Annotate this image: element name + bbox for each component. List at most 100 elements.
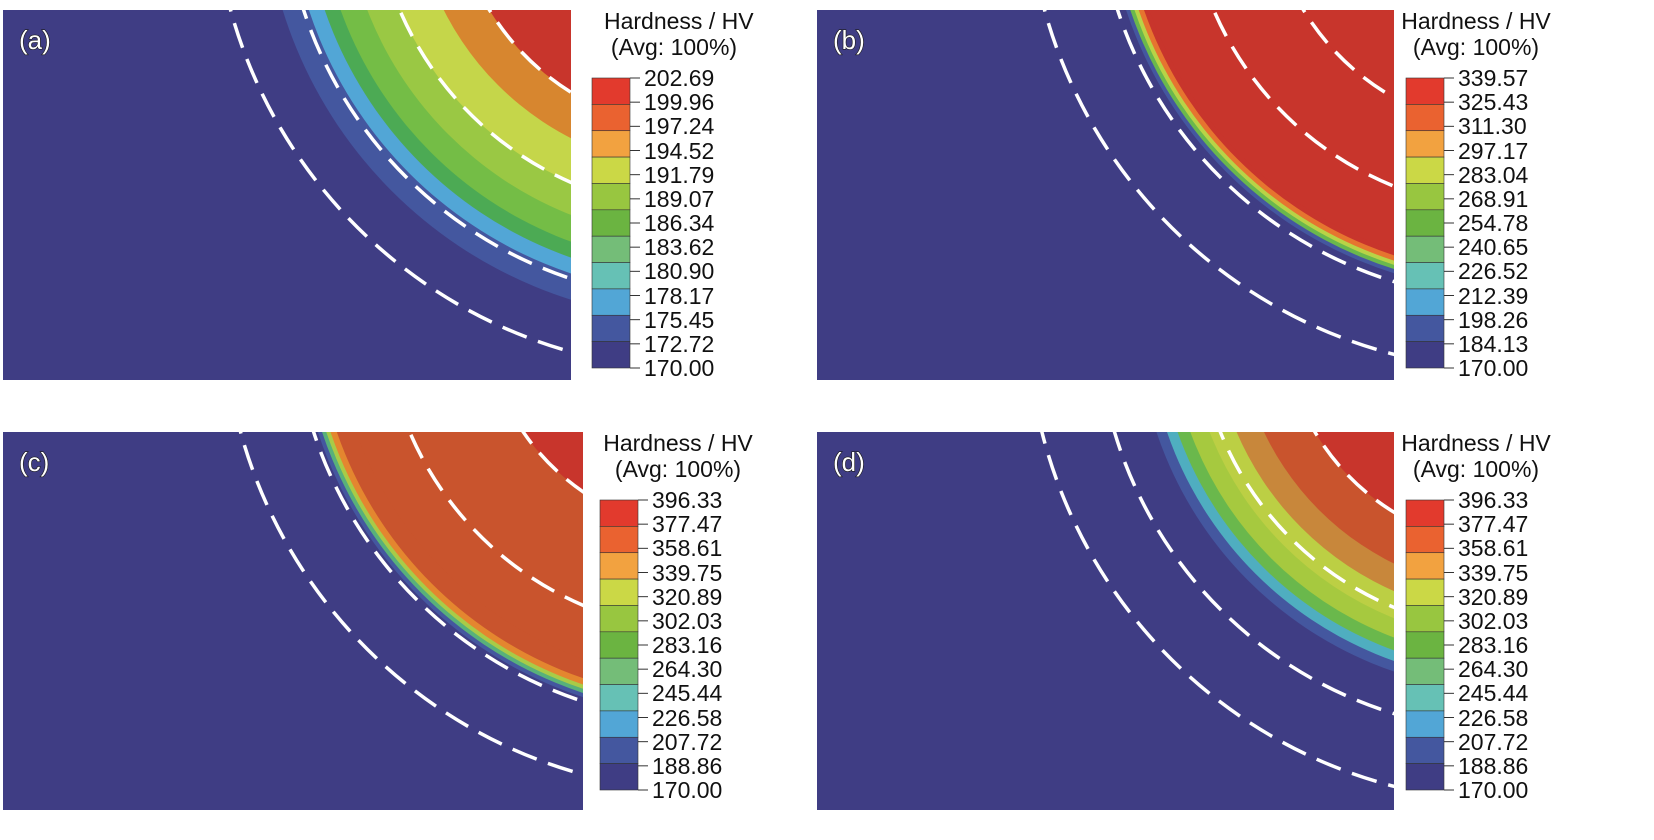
- legend-tick-label: 172.72: [644, 330, 715, 357]
- legend-tick-label: 320.89: [652, 583, 723, 610]
- legend-tick-label: 240.65: [1458, 234, 1529, 261]
- legend-tick-label: 186.34: [644, 210, 715, 236]
- legend-tick-label: 339.75: [1458, 559, 1529, 586]
- legend-tick-label: 245.44: [1458, 680, 1529, 707]
- legend-title-line2: (Avg: 100%): [614, 456, 742, 482]
- legend-tick-label: 377.47: [1458, 511, 1529, 538]
- hardness-zone: [523, 432, 583, 492]
- legend-colorbar: [1405, 77, 1454, 369]
- colorbar-segment: [1405, 736, 1445, 764]
- legend-tick-label: 283.16: [1458, 632, 1529, 658]
- legend-tick-label: 184.13: [1458, 330, 1529, 357]
- legend-tick-label: 207.72: [652, 728, 723, 755]
- hardness-zone: [409, 432, 583, 606]
- legend-tick-label: 283.16: [652, 632, 723, 658]
- legend-tick-label: 268.91: [1458, 185, 1529, 212]
- colorbar-segment: [599, 736, 639, 764]
- colorbar-segment: [1405, 77, 1445, 105]
- legend-tick-label: 199.96: [644, 89, 715, 116]
- colorbar-segment: [591, 262, 631, 290]
- colorbar-segment: [1405, 578, 1445, 606]
- legend-tick-label: 377.47: [652, 511, 723, 538]
- legend-tick-label: 358.61: [652, 535, 723, 562]
- legend-tick-label: 302.03: [1458, 607, 1529, 634]
- colorbar-segment: [1405, 341, 1445, 369]
- colorbar-segment: [591, 314, 631, 342]
- legend-tick-label: 264.30: [1458, 656, 1529, 683]
- contour-panel-d: (d) Hardness / HV (Avg: 100%) 396.33 377.…: [814, 422, 1654, 822]
- legend-tick-label: 194.52: [644, 137, 715, 164]
- legend-tick-label: 175.45: [644, 306, 715, 333]
- legend-tick-label: 188.86: [1458, 752, 1529, 779]
- colorbar-segment: [591, 235, 631, 263]
- legend-tick-label: 180.90: [644, 258, 715, 285]
- legend-tick-label: 212.39: [1458, 282, 1529, 309]
- legend-title-line2: (Avg: 100%): [1412, 34, 1540, 60]
- legend-title-line1: Hardness / HV: [603, 430, 753, 456]
- contour-panel-a: (a) Hardness / HV (Avg: 100%) 202.69 199.…: [0, 0, 790, 380]
- colorbar-segment: [1405, 288, 1445, 316]
- legend-tick-label: 311.30: [1458, 113, 1527, 140]
- colorbar-segment: [1405, 684, 1445, 712]
- legend-title-line2: (Avg: 100%): [1412, 456, 1540, 482]
- contour-field: [3, 432, 583, 810]
- legend-tick-label: 226.58: [652, 704, 723, 731]
- legend-tick-label: 226.58: [1458, 704, 1529, 731]
- colorbar-segment: [599, 684, 639, 712]
- legend-tick-label: 302.03: [652, 607, 723, 634]
- legend-title-line1: Hardness / HV: [1401, 8, 1551, 34]
- contour-panel-b: (b) Hardness / HV (Avg: 100%) 339.57 325.…: [814, 0, 1654, 380]
- legend-tick-label: 170.00: [1458, 777, 1529, 803]
- legend-tick-label: 283.04: [1458, 161, 1529, 188]
- colorbar-segment: [591, 104, 631, 132]
- legend-tick-label: 170.00: [652, 777, 723, 803]
- colorbar-segment: [591, 288, 631, 316]
- colorbar-segment: [1405, 209, 1445, 237]
- legend-tick-label: 264.30: [652, 656, 723, 683]
- panel-label: (a): [19, 25, 51, 55]
- legend-tick-label: 197.24: [644, 113, 715, 140]
- legend-title: Hardness / HV (Avg: 100%): [1396, 8, 1556, 60]
- colorbar-segment: [599, 605, 639, 633]
- panel-label: (c): [19, 447, 49, 477]
- legend-tick-label: 339.57: [1458, 65, 1529, 91]
- colorbar-segment: [1405, 631, 1445, 659]
- legend-tick-label: 170.00: [1458, 355, 1529, 381]
- contour-plot: (d): [817, 432, 1394, 810]
- colorbar-segment: [599, 631, 639, 659]
- legend-tick-label: 183.62: [644, 234, 715, 261]
- legend-tick-label: 297.17: [1458, 137, 1529, 164]
- legend-title-line1: Hardness / HV: [604, 8, 754, 34]
- panel-label: (b): [833, 25, 865, 55]
- contour-field: [817, 432, 1394, 810]
- colorbar-segment: [1405, 314, 1445, 342]
- colorbar-segment: [591, 209, 631, 237]
- colorbar-segment: [1405, 763, 1445, 791]
- legend-tick-label: 320.89: [1458, 583, 1529, 610]
- legend-tick-label: 178.17: [644, 282, 715, 309]
- colorbar-segment: [1405, 262, 1445, 290]
- hardness-zone: [1315, 432, 1394, 513]
- legend-title: Hardness / HV (Avg: 100%): [1396, 430, 1556, 482]
- legend-tick-label: 198.26: [1458, 306, 1529, 333]
- legend-title-line2: (Avg: 100%): [610, 34, 738, 60]
- legend-tick-label: 396.33: [1458, 487, 1529, 513]
- legend-title: Hardness / HV (Avg: 100%): [604, 8, 754, 60]
- contour-plot: (a): [3, 10, 571, 380]
- colorbar-segment: [1405, 104, 1445, 132]
- legend-tick-label: 207.72: [1458, 728, 1529, 755]
- hardness-zone: [1303, 10, 1394, 98]
- colorbar-segment: [599, 552, 639, 580]
- colorbar-segment: [1405, 657, 1445, 685]
- colorbar-segment: [1405, 156, 1445, 184]
- colorbar-segment: [1405, 552, 1445, 580]
- legend-tick-label: 202.69: [644, 65, 715, 91]
- colorbar-segment: [599, 763, 639, 791]
- colorbar-segment: [591, 183, 631, 211]
- colorbar-segment: [599, 499, 639, 527]
- legend-tick-label: 189.07: [644, 185, 715, 212]
- colorbar-segment: [1405, 183, 1445, 211]
- legend-tick-label: 191.79: [644, 161, 715, 188]
- legend-title-line1: Hardness / HV: [1401, 430, 1551, 456]
- colorbar-segment: [1405, 605, 1445, 633]
